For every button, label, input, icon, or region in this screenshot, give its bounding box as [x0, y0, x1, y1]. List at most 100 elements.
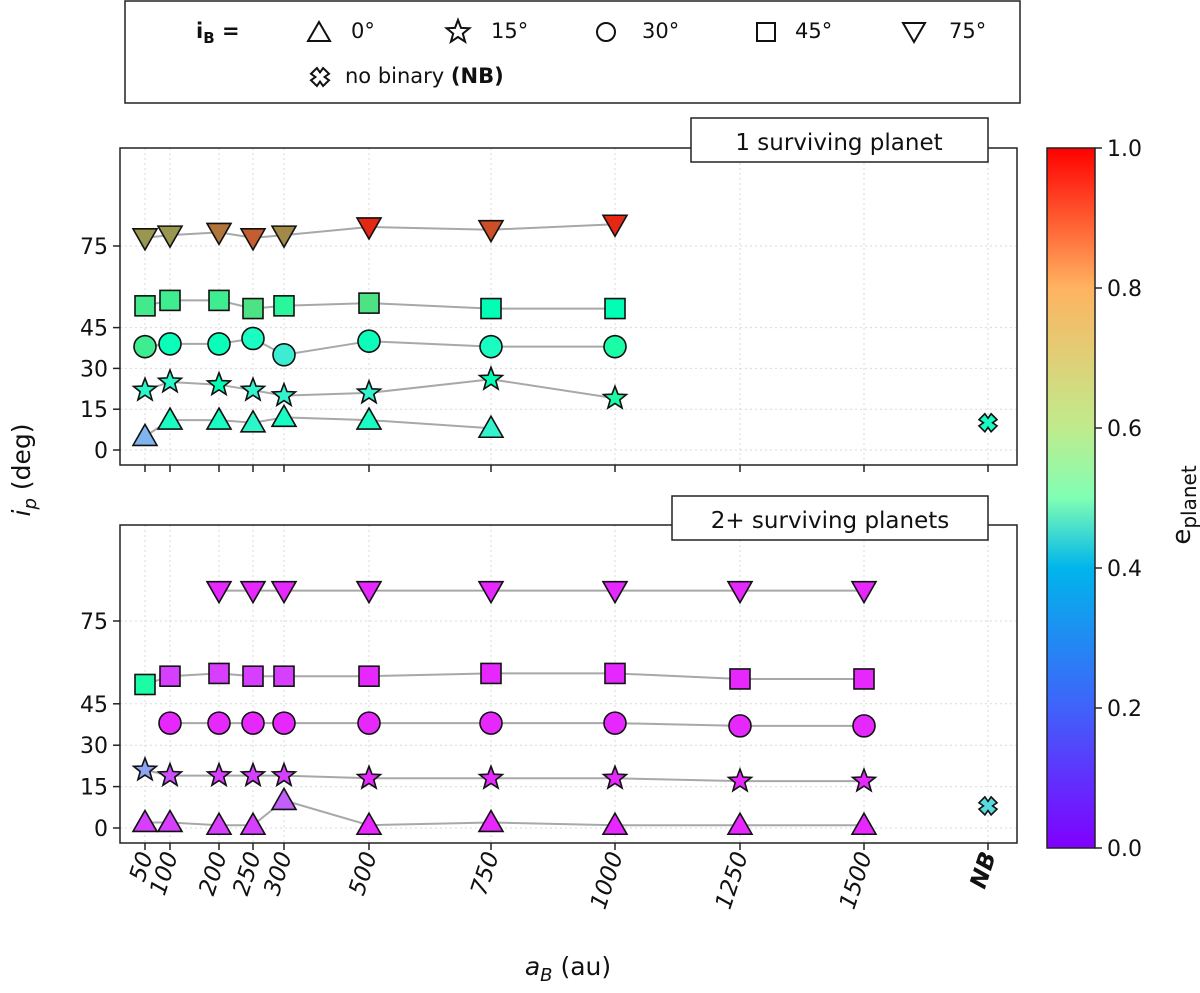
marker-no-binary [977, 795, 999, 817]
marker-triangle-up [355, 811, 383, 836]
legend-header: iB = [196, 19, 240, 47]
axes-frame [119, 524, 1018, 844]
marker-triangle-down [239, 228, 267, 252]
marker-triangle-down [726, 580, 754, 605]
marker-square [358, 292, 380, 314]
marker-star [355, 764, 383, 790]
series-line [144, 769, 864, 783]
legend-star-icon [443, 17, 473, 45]
marker-triangle-down [270, 225, 298, 249]
y-tick-label: 30 [80, 734, 108, 759]
marker-square [604, 297, 626, 320]
marker-triangle-up [850, 811, 878, 836]
marker-triangle-up [601, 811, 629, 836]
marker-square [208, 289, 230, 312]
marker-triangle-up [239, 811, 267, 836]
marker-square [134, 295, 156, 317]
legend-circle-icon [596, 22, 616, 42]
y-axis-label: ip (deg) [7, 424, 41, 517]
marker-circle [603, 334, 627, 359]
marker-circle [241, 711, 265, 735]
marker-circle [357, 711, 381, 735]
marker-square [159, 665, 181, 688]
legend-nb-label: no binary (NB) [345, 64, 504, 88]
panel-title-box-bottom: 2+ surviving planets [671, 495, 989, 541]
legend: iB = 0° 15° 30° 45° 75° no binary (NB) [124, 0, 1021, 104]
x-tick-label: 1250 [711, 849, 754, 913]
marker-triangle-up [205, 811, 233, 836]
colorbar-tick-label: 0.0 [1107, 837, 1142, 862]
legend-label-0: 0° [351, 19, 375, 43]
x-tick-label: 1500 [835, 849, 878, 913]
marker-triangle-down [477, 219, 505, 244]
marker-circle [133, 334, 157, 359]
legend-label-30: 30° [642, 19, 679, 43]
y-tick-label: 45 [80, 317, 108, 342]
marker-star [131, 755, 159, 782]
marker-circle [603, 711, 627, 735]
marker-square [242, 297, 264, 320]
marker-square [134, 673, 156, 696]
marker-triangle-down [850, 580, 878, 605]
x-tick-label: 1000 [586, 849, 629, 913]
colorbar-ticks: 0.0 0.2 0.4 0.6 0.8 1.0 [1095, 137, 1142, 862]
marker-square [358, 665, 380, 688]
marker-triangle-down [355, 580, 383, 605]
marker-star [601, 384, 629, 410]
legend-triangle-down-icon [901, 22, 927, 44]
marker-triangle-up [270, 786, 298, 811]
x-tick-label: 750 [466, 849, 504, 899]
colorbar-label: eplanet [1167, 465, 1200, 544]
marker-square [273, 295, 295, 317]
x-tick-label: 300 [259, 849, 297, 899]
marker-triangle-up [156, 808, 184, 833]
panel-title-top: 1 surviving planet [735, 130, 942, 156]
axes-frame [119, 147, 1018, 466]
marker-triangle-up [131, 808, 159, 833]
x-tick-label: NB [966, 849, 1002, 892]
legend-triangle-up-icon [306, 20, 332, 42]
marker-triangle-down [601, 214, 629, 238]
marker-triangle-down [156, 225, 184, 249]
marker-triangle-down [205, 222, 233, 247]
panel-title-bottom: 2+ surviving planets [711, 508, 950, 534]
marker-circle [207, 332, 231, 356]
marker-star [601, 764, 629, 790]
x-tick-label: 200 [194, 849, 232, 899]
marker-square [729, 668, 751, 690]
marker-circle [207, 711, 231, 735]
marker-star [239, 761, 267, 788]
marker-square [480, 662, 502, 685]
colorbar-tick-label: 0.8 [1107, 277, 1142, 302]
marker-circle [158, 711, 182, 735]
marker-circle [728, 714, 752, 738]
marker-star [477, 365, 505, 391]
y-tick-label: 0 [94, 439, 108, 464]
marker-star [270, 761, 298, 788]
marker-square [159, 289, 181, 312]
x-tick-label: 500 [344, 849, 382, 899]
marker-star [270, 381, 298, 408]
series-line [145, 799, 864, 827]
marker-circle [241, 326, 265, 351]
marker-triangle-up [239, 409, 267, 433]
legend-label-15: 15° [491, 19, 528, 43]
marker-triangle-up [726, 811, 754, 836]
marker-circle [272, 342, 296, 367]
series-line [144, 223, 616, 239]
legend-label-45: 45° [795, 19, 832, 43]
y-tick-label: 30 [80, 357, 108, 382]
marker-triangle-up [156, 406, 184, 430]
y-tick-label: 75 [80, 610, 108, 635]
legend-square-icon [756, 22, 776, 42]
y-tick-label: 15 [80, 398, 108, 423]
marker-circle [158, 332, 182, 356]
marker-star [131, 375, 159, 402]
colorbar-gradient [1046, 147, 1096, 849]
marker-star [239, 375, 267, 402]
y-tick-label: 0 [94, 817, 108, 842]
marker-star [355, 378, 383, 405]
colorbar-tick-label: 0.4 [1107, 557, 1142, 582]
marker-triangle-up [477, 808, 505, 833]
